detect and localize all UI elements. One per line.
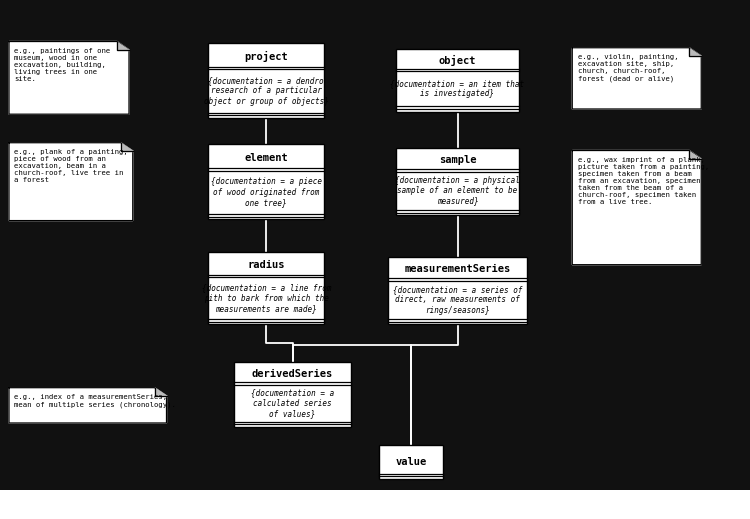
Text: {documentation = a
calculated series
of values}: {documentation = a calculated series of … — [251, 388, 334, 418]
Polygon shape — [572, 48, 701, 109]
FancyBboxPatch shape — [396, 49, 519, 112]
FancyBboxPatch shape — [208, 43, 324, 118]
Text: derivedSeries: derivedSeries — [252, 368, 333, 379]
Text: sample: sample — [439, 155, 476, 165]
Text: e.g., violin, painting,
excavation site, ship,
church, church-roof,
forest (dead: e.g., violin, painting, excavation site,… — [578, 54, 678, 82]
Polygon shape — [121, 143, 133, 151]
FancyBboxPatch shape — [234, 362, 350, 427]
Text: measurementSeries: measurementSeries — [404, 264, 511, 274]
Polygon shape — [572, 151, 701, 265]
Text: e.g., plank of a painting,
piece of wood from an
excavation, beam in a
church-ro: e.g., plank of a painting, piece of wood… — [14, 149, 128, 184]
FancyBboxPatch shape — [208, 144, 324, 219]
Text: project: project — [244, 51, 288, 62]
Polygon shape — [689, 151, 701, 159]
Text: element: element — [244, 153, 288, 162]
Polygon shape — [9, 143, 133, 221]
Polygon shape — [117, 42, 129, 50]
Text: {documentation = a physical
sample of an element to be
measured}: {documentation = a physical sample of an… — [395, 176, 520, 206]
Polygon shape — [9, 42, 129, 114]
Text: radius: radius — [248, 260, 285, 270]
Polygon shape — [154, 388, 166, 396]
FancyBboxPatch shape — [380, 445, 442, 479]
FancyBboxPatch shape — [208, 252, 324, 324]
Text: {documentation = a dendro
research of a particular
object or group of objects}: {documentation = a dendro research of a … — [204, 76, 328, 106]
Text: {documentation = a piece
of wood originated from
one tree}: {documentation = a piece of wood origina… — [211, 177, 322, 207]
FancyBboxPatch shape — [388, 257, 526, 324]
FancyBboxPatch shape — [0, 490, 750, 519]
Text: value: value — [395, 457, 427, 467]
Text: {documentation = a series of
direct, raw measurements of
rings/seasons}: {documentation = a series of direct, raw… — [393, 285, 522, 315]
Polygon shape — [9, 388, 166, 423]
FancyBboxPatch shape — [396, 148, 519, 215]
Text: {documentation = a line from
pith to bark from which the
measurements are made}: {documentation = a line from pith to bar… — [202, 283, 331, 313]
Text: {documentation = an item that
is investigated}: {documentation = an item that is investi… — [391, 79, 524, 98]
Text: e.g., paintings of one
museum, wood in one
excavation, building,
living trees in: e.g., paintings of one museum, wood in o… — [14, 48, 110, 83]
Polygon shape — [689, 48, 701, 56]
Text: object: object — [439, 55, 476, 66]
Text: e.g., wax imprint of a plank,
picture taken from a painting,
specimen taken from: e.g., wax imprint of a plank, picture ta… — [578, 157, 709, 205]
Text: e.g., index of a measurementSeries,
mean of multiple series (chronology).: e.g., index of a measurementSeries, mean… — [14, 394, 176, 408]
